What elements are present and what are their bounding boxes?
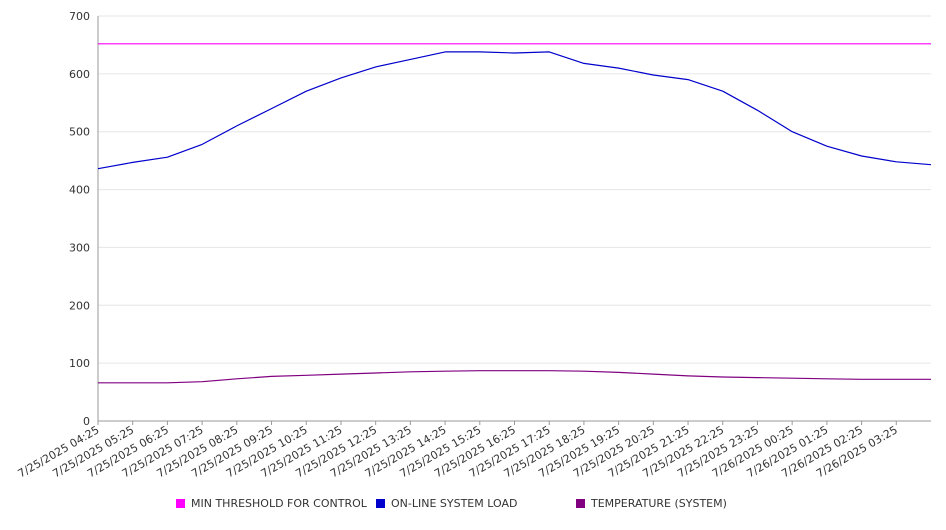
y-tick-label: 700 [69, 10, 90, 23]
y-tick-label: 200 [69, 299, 90, 312]
y-tick-label: 400 [69, 184, 90, 197]
legend-label-online-system-load: ON-LINE SYSTEM LOAD [391, 497, 518, 510]
legend-label-temperature-system: TEMPERATURE (SYSTEM) [591, 497, 727, 510]
legend-item-temperature-system: TEMPERATURE (SYSTEM) [576, 497, 727, 510]
legend-swatch-temperature-system [576, 499, 585, 508]
legend-label-min-threshold: MIN THRESHOLD FOR CONTROL [191, 497, 367, 510]
legend: MIN THRESHOLD FOR CONTROL ON-LINE SYSTEM… [0, 497, 946, 517]
series-lines [97, 43, 932, 384]
series-line-temperature-system [98, 370, 931, 384]
gridlines [98, 15, 931, 364]
y-tick-label: 600 [69, 68, 90, 81]
y-tick-label: 100 [69, 357, 90, 370]
legend-item-online-system-load: ON-LINE SYSTEM LOAD [376, 497, 517, 510]
legend-swatch-min-threshold [176, 499, 185, 508]
y-axis-ticks: 0 100 200 300 400 500 600 700 [69, 10, 90, 428]
legend-item-min-threshold: MIN THRESHOLD FOR CONTROL [176, 497, 367, 510]
y-tick-label: 0 [83, 415, 90, 428]
x-axis-ticks: 7/25/2025 04:257/25/2025 05:257/25/2025 … [16, 421, 900, 480]
y-tick-label: 500 [69, 126, 90, 139]
series-line-on-line-system-load [97, 51, 932, 170]
legend-swatch-online-system-load [376, 499, 385, 508]
axes [97, 16, 931, 422]
y-tick-label: 300 [69, 241, 90, 254]
